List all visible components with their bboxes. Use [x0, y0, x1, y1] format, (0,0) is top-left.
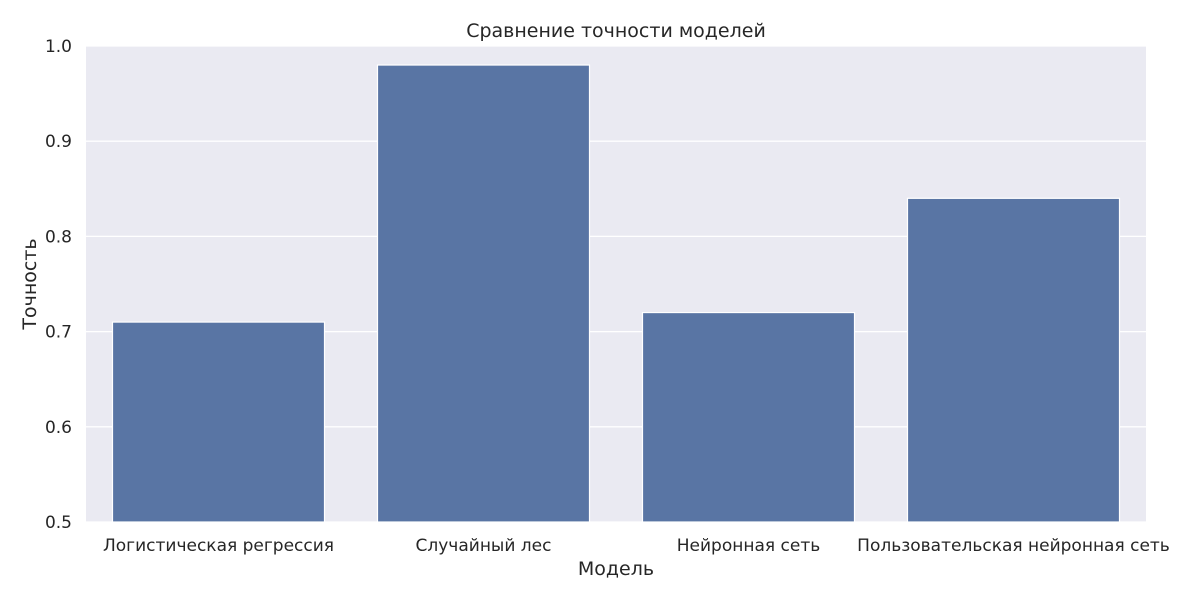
x-axis-label: Модель	[578, 558, 654, 580]
bar	[111, 321, 326, 523]
x-tick-label: Нейронная сеть	[677, 536, 821, 556]
bar	[376, 64, 591, 523]
x-tick-label: Случайный лес	[416, 536, 552, 556]
bar	[641, 311, 856, 523]
x-tick-label: Пользовательская нейронная сеть	[857, 536, 1170, 556]
y-tick-labels: 0.5 0.6 0.7 0.8 0.9 1.0	[45, 37, 72, 533]
y-tick-label: 0.9	[45, 132, 72, 152]
y-tick-label: 0.8	[45, 227, 72, 247]
y-tick-label: 0.6	[45, 418, 72, 438]
y-axis-label: Точность	[19, 238, 41, 330]
x-tick-labels: Логистическая регрессия Случайный лес Нейр…	[103, 536, 1170, 556]
y-tick-label: 1.0	[45, 37, 72, 57]
y-tick-label: 0.7	[45, 323, 72, 343]
bar	[906, 197, 1121, 523]
bars	[111, 64, 1121, 523]
y-tick-label: 0.5	[45, 513, 72, 533]
chart-title: Сравнение точности моделей	[466, 20, 766, 42]
x-tick-label: Логистическая регрессия	[103, 536, 334, 556]
